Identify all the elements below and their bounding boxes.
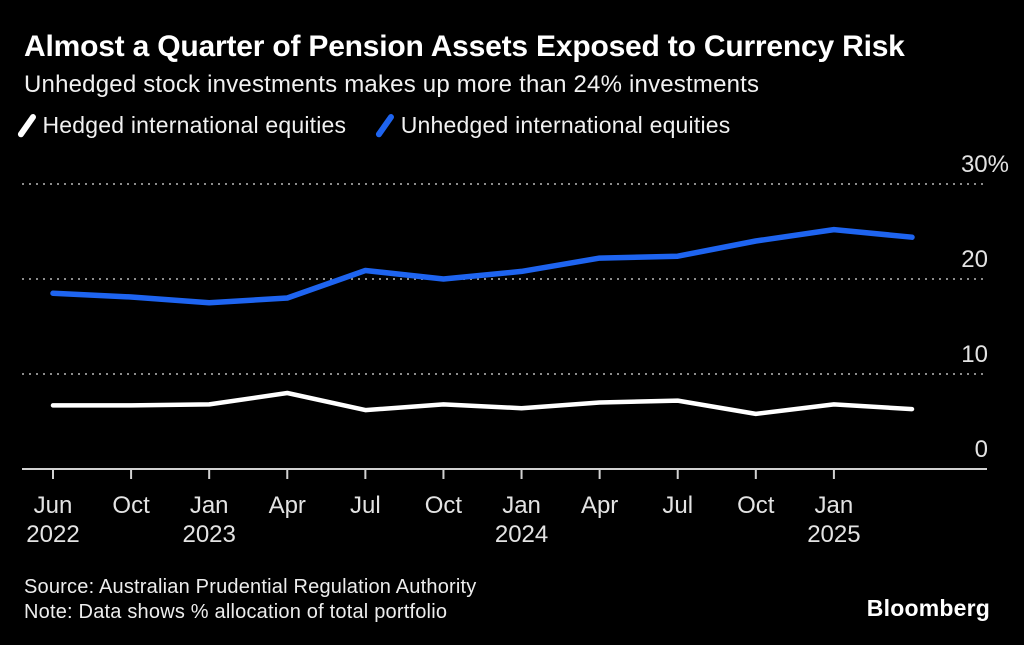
- x-axis-label-year: 2023: [182, 521, 235, 548]
- source-note-block: Source: Australian Prudential Regulation…: [24, 575, 477, 625]
- series-line-hedged: [50, 390, 915, 417]
- x-axis-label-month: Apr: [269, 492, 306, 519]
- y-axis-label-10: 10: [961, 341, 988, 368]
- x-axis-label-year: 2024: [495, 521, 548, 548]
- source-text: Source: Australian Prudential Regulation…: [24, 576, 477, 598]
- x-axis-label-month: Jul: [662, 492, 693, 519]
- x-axis-label-year: 2025: [807, 521, 860, 548]
- note-text: Note: Data shows % allocation of total p…: [24, 601, 448, 623]
- y-axis-label-30: 30%: [961, 151, 1009, 178]
- chart-subtitle: Unhedged stock investments makes up more…: [24, 71, 760, 98]
- legend-item-unhedged: Unhedged international equities: [374, 112, 731, 139]
- y-axis-label-0: 0: [975, 436, 988, 463]
- legend: Hedged international equities Unhedged i…: [16, 112, 731, 139]
- chart-title: Almost a Quarter of Pension Assets Expos…: [24, 30, 905, 63]
- legend-item-hedged: Hedged international equities: [16, 112, 347, 139]
- x-axis-label-month: Oct: [112, 492, 150, 519]
- legend-label-hedged: Hedged international equities: [42, 112, 347, 138]
- legend-label-unhedged: Unhedged international equities: [400, 112, 731, 138]
- x-axis-label-month: Apr: [581, 492, 618, 519]
- x-axis-label-month: Oct: [425, 492, 463, 519]
- x-axis-label-month: Jan: [502, 492, 541, 519]
- bloomberg-logo: Bloomberg: [866, 595, 990, 621]
- x-axis-label-month: Jan: [815, 492, 854, 519]
- x-axis-label-month: Jan: [190, 492, 229, 519]
- x-axis-label-month: Jul: [350, 492, 381, 519]
- y-axis-label-20: 20: [961, 246, 988, 273]
- x-axis-label-month: Jun: [34, 492, 73, 519]
- x-axis-label-year: 2022: [26, 521, 79, 548]
- x-axis-label-month: Oct: [737, 492, 775, 519]
- series-line-unhedged: [50, 226, 915, 306]
